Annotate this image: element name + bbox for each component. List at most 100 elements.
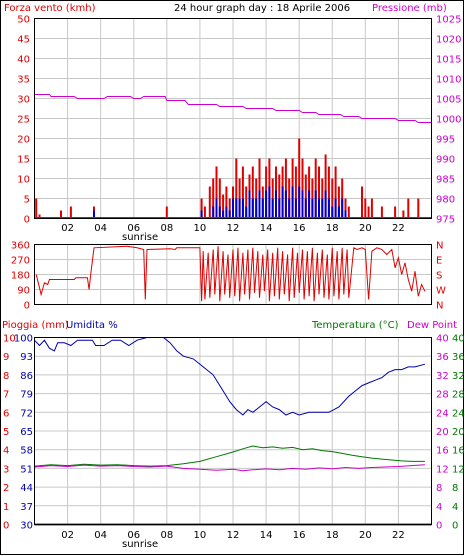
wind-bar [271,198,274,219]
gust-bar [337,186,340,219]
rain-tick-label: 10 [3,334,16,345]
wind-bar [278,198,281,219]
wind-bar [294,198,297,219]
temperature-tick-label: 28 [452,390,465,401]
chart-title: 24 hour graph day : 18 Aprile 2006 [174,3,350,14]
humidity-tick-labels: 30 37 44 51 58 65 72 79 86 93 100 [14,334,33,532]
humidity-axis-label: Umidita % [66,320,118,331]
hour-tick-label: 04 [94,530,107,541]
rain-tick-labels: 0 1 2 3 4 5 6 7 8 9 10 [3,334,16,532]
wind-bar [232,198,234,219]
wind-bar [311,198,314,219]
wind-bar [334,198,337,219]
wind-bar [275,190,277,219]
gust-bar [298,138,301,219]
temperature-tick-label: 24 [452,408,465,419]
direction-degree-tick-label: 0 [24,301,30,312]
sunrise-marker: sunrise [122,232,158,243]
wind-bar [215,198,218,219]
wind-speed-tick-label: 5 [24,195,30,206]
gust-bar [38,214,41,219]
wind-bar [255,198,258,219]
wind-bar [291,186,294,219]
dew-point-tick-label: 28 [436,390,449,401]
temperature-tick-labels: 0 4 8 12 16 20 24 28 32 36 40 [452,334,465,532]
hour-tick-label: 20 [359,530,372,541]
gust-bar [402,210,405,219]
pressure-axis-label: Pressione (mb) [372,3,447,14]
dew-point-tick-label: 36 [436,352,449,363]
wind-bar [218,206,221,219]
dew-point-tick-label: 12 [436,464,449,475]
humidity-tick-label: 37 [20,502,33,513]
gust-bar [318,166,320,219]
gust-bar [417,198,420,219]
hour-tick-label: 22 [392,530,405,541]
hour-tick-label: 16 [293,223,306,234]
gust-bar [69,206,72,219]
wind-bar [212,206,215,219]
gust-bar [245,186,248,219]
temperature-tick-label: 8 [452,483,458,494]
temperature-tick-label: 0 [452,521,458,532]
hour-tick-label: 10 [194,223,207,234]
temperature-tick-label: 12 [452,464,465,475]
wind-speed-tick-label: 15 [17,155,30,166]
direction-degree-tick-label: 360 [11,241,30,252]
gust-bar [35,198,38,219]
dew-point-axis-label: Dew Point [407,320,457,331]
gust-bar [203,206,206,219]
wind-bar [308,190,311,219]
hour-tick-label: 10 [194,530,207,541]
hour-tick-label: 16 [293,530,306,541]
gust-bar [200,198,203,219]
gust-bar [278,174,281,219]
wind-bar [344,210,347,219]
gust-bar [380,206,383,219]
hour-tick-label: 18 [326,223,339,234]
rain-tick-label: 0 [3,521,9,532]
hour-tick-label: 04 [94,223,107,234]
pressure-tick-label: 1025 [436,15,461,26]
wind-bar [268,186,271,219]
wind-speed-tick-label: 40 [17,55,30,66]
pressure-tick-label: 1010 [436,75,461,86]
direction-compass-tick-label: N [436,241,443,252]
wind-bar [304,198,307,219]
gust-bar [394,206,397,219]
dew-point-tick-label: 40 [436,334,449,345]
temperature-tick-label: 4 [452,502,458,513]
gust-bar [215,166,218,219]
gust-bar [334,166,337,219]
pressure-tick-label: 990 [436,155,455,166]
wind-speed-tick-labels: 0 5 10 15 20 25 30 35 40 45 50 [17,15,30,226]
humidity-tick-label: 65 [20,427,33,438]
hour-tick-label: 20 [359,223,372,234]
direction-degree-tick-label: 270 [11,256,30,267]
gust-bar [218,178,221,219]
wind-bar [321,198,324,219]
humidity-tick-label: 30 [20,521,33,532]
rain-tick-label: 5 [3,427,9,438]
wind-bar [281,186,284,219]
temperature-tick-label: 20 [452,427,465,438]
direction-degree-tick-label: 180 [11,271,30,282]
humidity-tick-label: 58 [20,446,33,457]
humidity-tick-label: 72 [20,408,33,419]
humidity-tick-label: 79 [20,390,33,401]
wind-bar [284,190,287,219]
hour-tick-label: 22 [392,223,405,234]
pressure-tick-label: 975 [436,215,455,226]
hour-tick-label: 18 [326,530,339,541]
pressure-tick-label: 980 [436,195,455,206]
temperature-axis-label: Temperatura (°C) [311,320,399,331]
temperature-tick-label: 36 [452,352,465,363]
wind-bar [200,210,203,219]
direction-degree-tick-label: 90 [17,286,30,297]
wind-bar [331,206,334,219]
pressure-tick-label: 1015 [436,55,461,66]
direction-compass-tick-label: S [436,271,442,282]
dew-point-tick-label: 24 [436,408,449,419]
